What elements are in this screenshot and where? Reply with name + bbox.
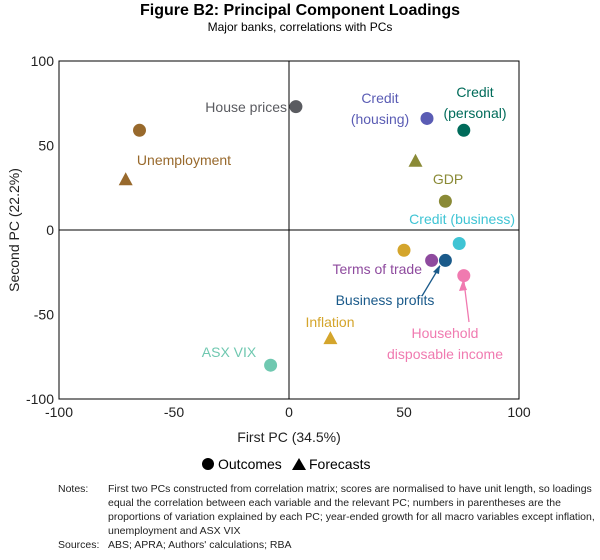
legend-outcomes: Outcomes: [218, 456, 282, 472]
y-tick-label: -50: [34, 307, 54, 323]
x-tick-label: -50: [164, 404, 184, 420]
point-credit-housing--outcome: [420, 111, 434, 125]
x-axis-label: First PC (34.5%): [237, 429, 340, 445]
label-household-1: Household: [412, 325, 479, 341]
point-asx-vix-outcome: [264, 358, 278, 372]
notes-label: Notes:: [58, 483, 89, 495]
y-tick-label: 100: [31, 53, 55, 69]
label-credit-business: Credit (business): [409, 211, 515, 227]
y-tick-label: 0: [46, 222, 54, 238]
y-tick-label: -100: [26, 391, 54, 407]
point-household-disposable-income-outcome: [457, 269, 471, 283]
label-credit-personal-2: (personal): [443, 105, 506, 121]
point-unemployment-forecast: [118, 172, 133, 186]
label-terms-of-trade: Terms of trade: [333, 261, 423, 277]
legend-circle-icon: [202, 458, 214, 470]
point-house-prices-outcome: [289, 100, 303, 114]
point-inflation-forecast: [323, 331, 338, 345]
sources-label: Sources:: [58, 539, 100, 551]
legend-forecasts: Forecasts: [309, 456, 370, 472]
label-credit-personal-1: Credit: [456, 84, 493, 100]
chart-title: Figure B2: Principal Component Loadings: [140, 2, 460, 19]
arrowhead-household: [459, 280, 467, 291]
label-credit-housing-2: (housing): [351, 111, 409, 127]
label-asx-vix: ASX VIX: [202, 344, 257, 360]
point-business-profits-outcome: [438, 253, 452, 267]
point-gdp-forecast: [408, 153, 423, 167]
point-inflation-outcome: [397, 243, 411, 257]
point-unemployment-outcome: [133, 123, 146, 137]
notes: Notes: First two PCs constructed from cor…: [58, 482, 598, 552]
x-tick-label: -100: [45, 404, 73, 420]
x-tick-label: 50: [396, 404, 412, 420]
arrowhead-business-profits: [433, 265, 440, 274]
chart-subtitle: Major banks, correlations with PCs: [208, 20, 393, 34]
chart: Figure B2: Principal Component Loadings …: [6, 2, 531, 472]
y-tick-label: 50: [38, 138, 54, 154]
label-business-profits: Business profits: [336, 292, 435, 308]
point-gdp-outcome: [438, 194, 452, 208]
point-credit-personal--outcome: [457, 123, 471, 137]
label-gdp: GDP: [433, 171, 463, 187]
label-credit-housing-1: Credit: [361, 90, 398, 106]
y-axis-label: Second PC (22.2%): [6, 168, 22, 292]
label-inflation: Inflation: [305, 314, 354, 330]
point-terms-of-trade-outcome: [425, 253, 439, 267]
notes-text: First two PCs constructed from correlati…: [108, 483, 595, 537]
legend: Outcomes Forecasts: [202, 456, 370, 472]
x-tick-label: 0: [285, 404, 293, 420]
legend-triangle-icon: [292, 458, 306, 470]
label-house-prices: House prices: [205, 99, 287, 115]
label-household-2: disposable income: [387, 346, 503, 362]
point-credit-business--outcome: [452, 237, 466, 251]
sources-text: ABS; APRA; Authors' calculations; RBA: [108, 539, 292, 551]
label-unemployment: Unemployment: [137, 152, 231, 168]
x-tick-label: 100: [507, 404, 531, 420]
